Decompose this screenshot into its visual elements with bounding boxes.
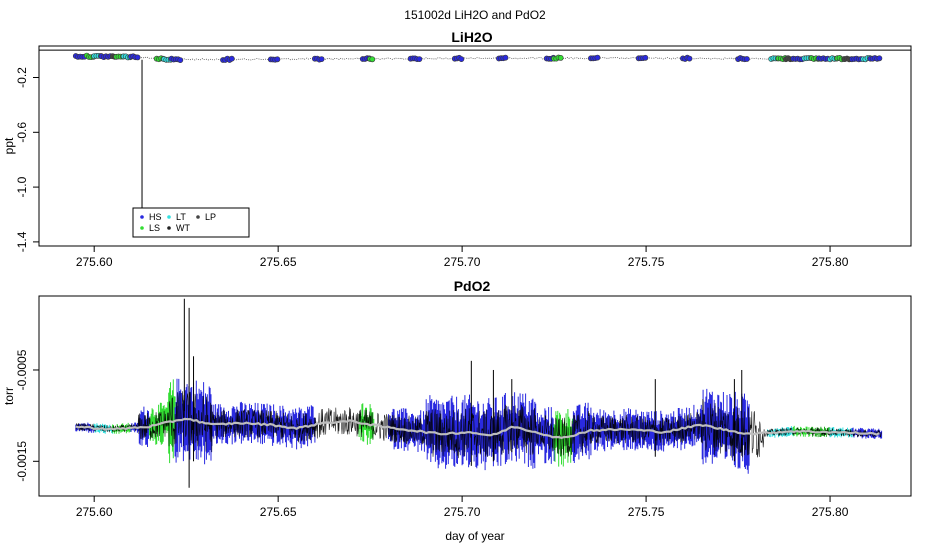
pdo2-x-tick-label: 275.80 <box>812 505 849 519</box>
pdo2-y-tick-label: -0.0005 <box>15 349 29 390</box>
lih2o-y-tick-label: -0.2 <box>15 67 29 88</box>
pdo2-raw-trace <box>75 391 882 459</box>
lih2o-point-ls <box>369 56 376 63</box>
lih2o-point-hs <box>594 54 601 61</box>
lih2o-point-hs <box>318 56 325 62</box>
lih2o-x-axis: 275.60 275.65 275.70 275.75 275.80 <box>76 246 849 269</box>
legend-entry-hs: HS <box>140 212 162 222</box>
pdo2-title: PdO2 <box>454 278 491 294</box>
pdo2-x-axis: 275.60 275.65 275.70 275.75 275.80 <box>76 496 849 519</box>
pdo2-xlabel: day of year <box>445 529 504 543</box>
lih2o-point-hs <box>686 55 693 62</box>
pdo2-y-tick-label: -0.0015 <box>15 441 29 482</box>
pdo2-mean-curve <box>75 417 880 440</box>
lih2o-baseline-trace <box>75 55 882 61</box>
lih2o-point-hs <box>744 56 750 62</box>
lih2o-x-tick-label: 275.75 <box>628 255 665 269</box>
figure-title: 151002d LiH2O and PdO2 <box>404 8 546 22</box>
lih2o-panel: LiH2O ppt -0.2-0.6-1.0-1.4 275.60 275.65 2… <box>2 29 912 269</box>
pdo2-ylabel: torr <box>2 387 16 405</box>
lih2o-point-ls <box>557 55 564 61</box>
lih2o-ylabel: ppt <box>2 137 16 154</box>
lih2o-point-hs <box>502 54 509 61</box>
legend-entry-lp: LP <box>196 212 216 222</box>
pdo2-data <box>75 298 883 488</box>
lih2o-point-hs <box>134 54 141 61</box>
lih2o-data <box>39 49 911 237</box>
lih2o-y-axis: -0.2 -0.6 -1.0 -1.4 <box>15 67 39 252</box>
lih2o-x-tick-label: 275.65 <box>260 255 297 269</box>
pdo2-y-axis: -0.0005 -0.0015 <box>15 349 39 482</box>
lih2o-point-hs <box>642 54 649 61</box>
legend-label-hs: HS <box>149 212 162 222</box>
lih2o-y-tick-label: -1.4 <box>15 231 29 252</box>
lih2o-point-hs <box>416 56 423 62</box>
legend-swatch-wt <box>167 226 171 230</box>
legend-entry-ls: LS <box>140 223 160 233</box>
pdo2-x-tick-label: 275.70 <box>444 505 481 519</box>
pdo2-x-tick-label: 275.65 <box>260 505 297 519</box>
pdo2-plot-frame <box>38 295 912 497</box>
lih2o-x-tick-label: 275.60 <box>76 255 113 269</box>
legend-swatch-lp <box>196 215 200 219</box>
lih2o-title: LiH2O <box>451 29 492 45</box>
legend-label-lp: LP <box>205 212 216 222</box>
pdo2-x-tick-label: 275.60 <box>76 505 113 519</box>
lih2o-point-hs <box>228 55 235 62</box>
lih2o-x-tick-label: 275.80 <box>812 255 849 269</box>
lih2o-point-hs <box>876 55 883 62</box>
legend-label-ls: LS <box>149 223 160 233</box>
legend: HS LS LT WT LP <box>132 207 250 238</box>
legend-entry-lt: LT <box>167 212 186 222</box>
legend-box <box>132 207 250 238</box>
lih2o-plot-frame <box>38 45 912 247</box>
lih2o-y-tick-label: -1.0 <box>15 176 29 197</box>
pdo2-panel: PdO2 torr -0.0005-0.0015 275.60 275.65 275… <box>2 278 912 543</box>
legend-swatch-hs <box>140 215 144 219</box>
lih2o-y-tick-label: -0.6 <box>15 122 29 143</box>
legend-swatch-lt <box>167 215 171 219</box>
lih2o-point-hs <box>274 56 281 63</box>
legend-label-lt: LT <box>176 212 186 222</box>
legend-entry-wt: WT <box>167 223 190 233</box>
lih2o-point-hs <box>458 56 465 62</box>
legend-swatch-ls <box>140 226 144 230</box>
pdo2-x-tick-label: 275.75 <box>628 505 665 519</box>
lih2o-x-tick-label: 275.70 <box>444 255 481 269</box>
legend-label-wt: WT <box>176 223 190 233</box>
lih2o-point-hs <box>177 57 184 63</box>
